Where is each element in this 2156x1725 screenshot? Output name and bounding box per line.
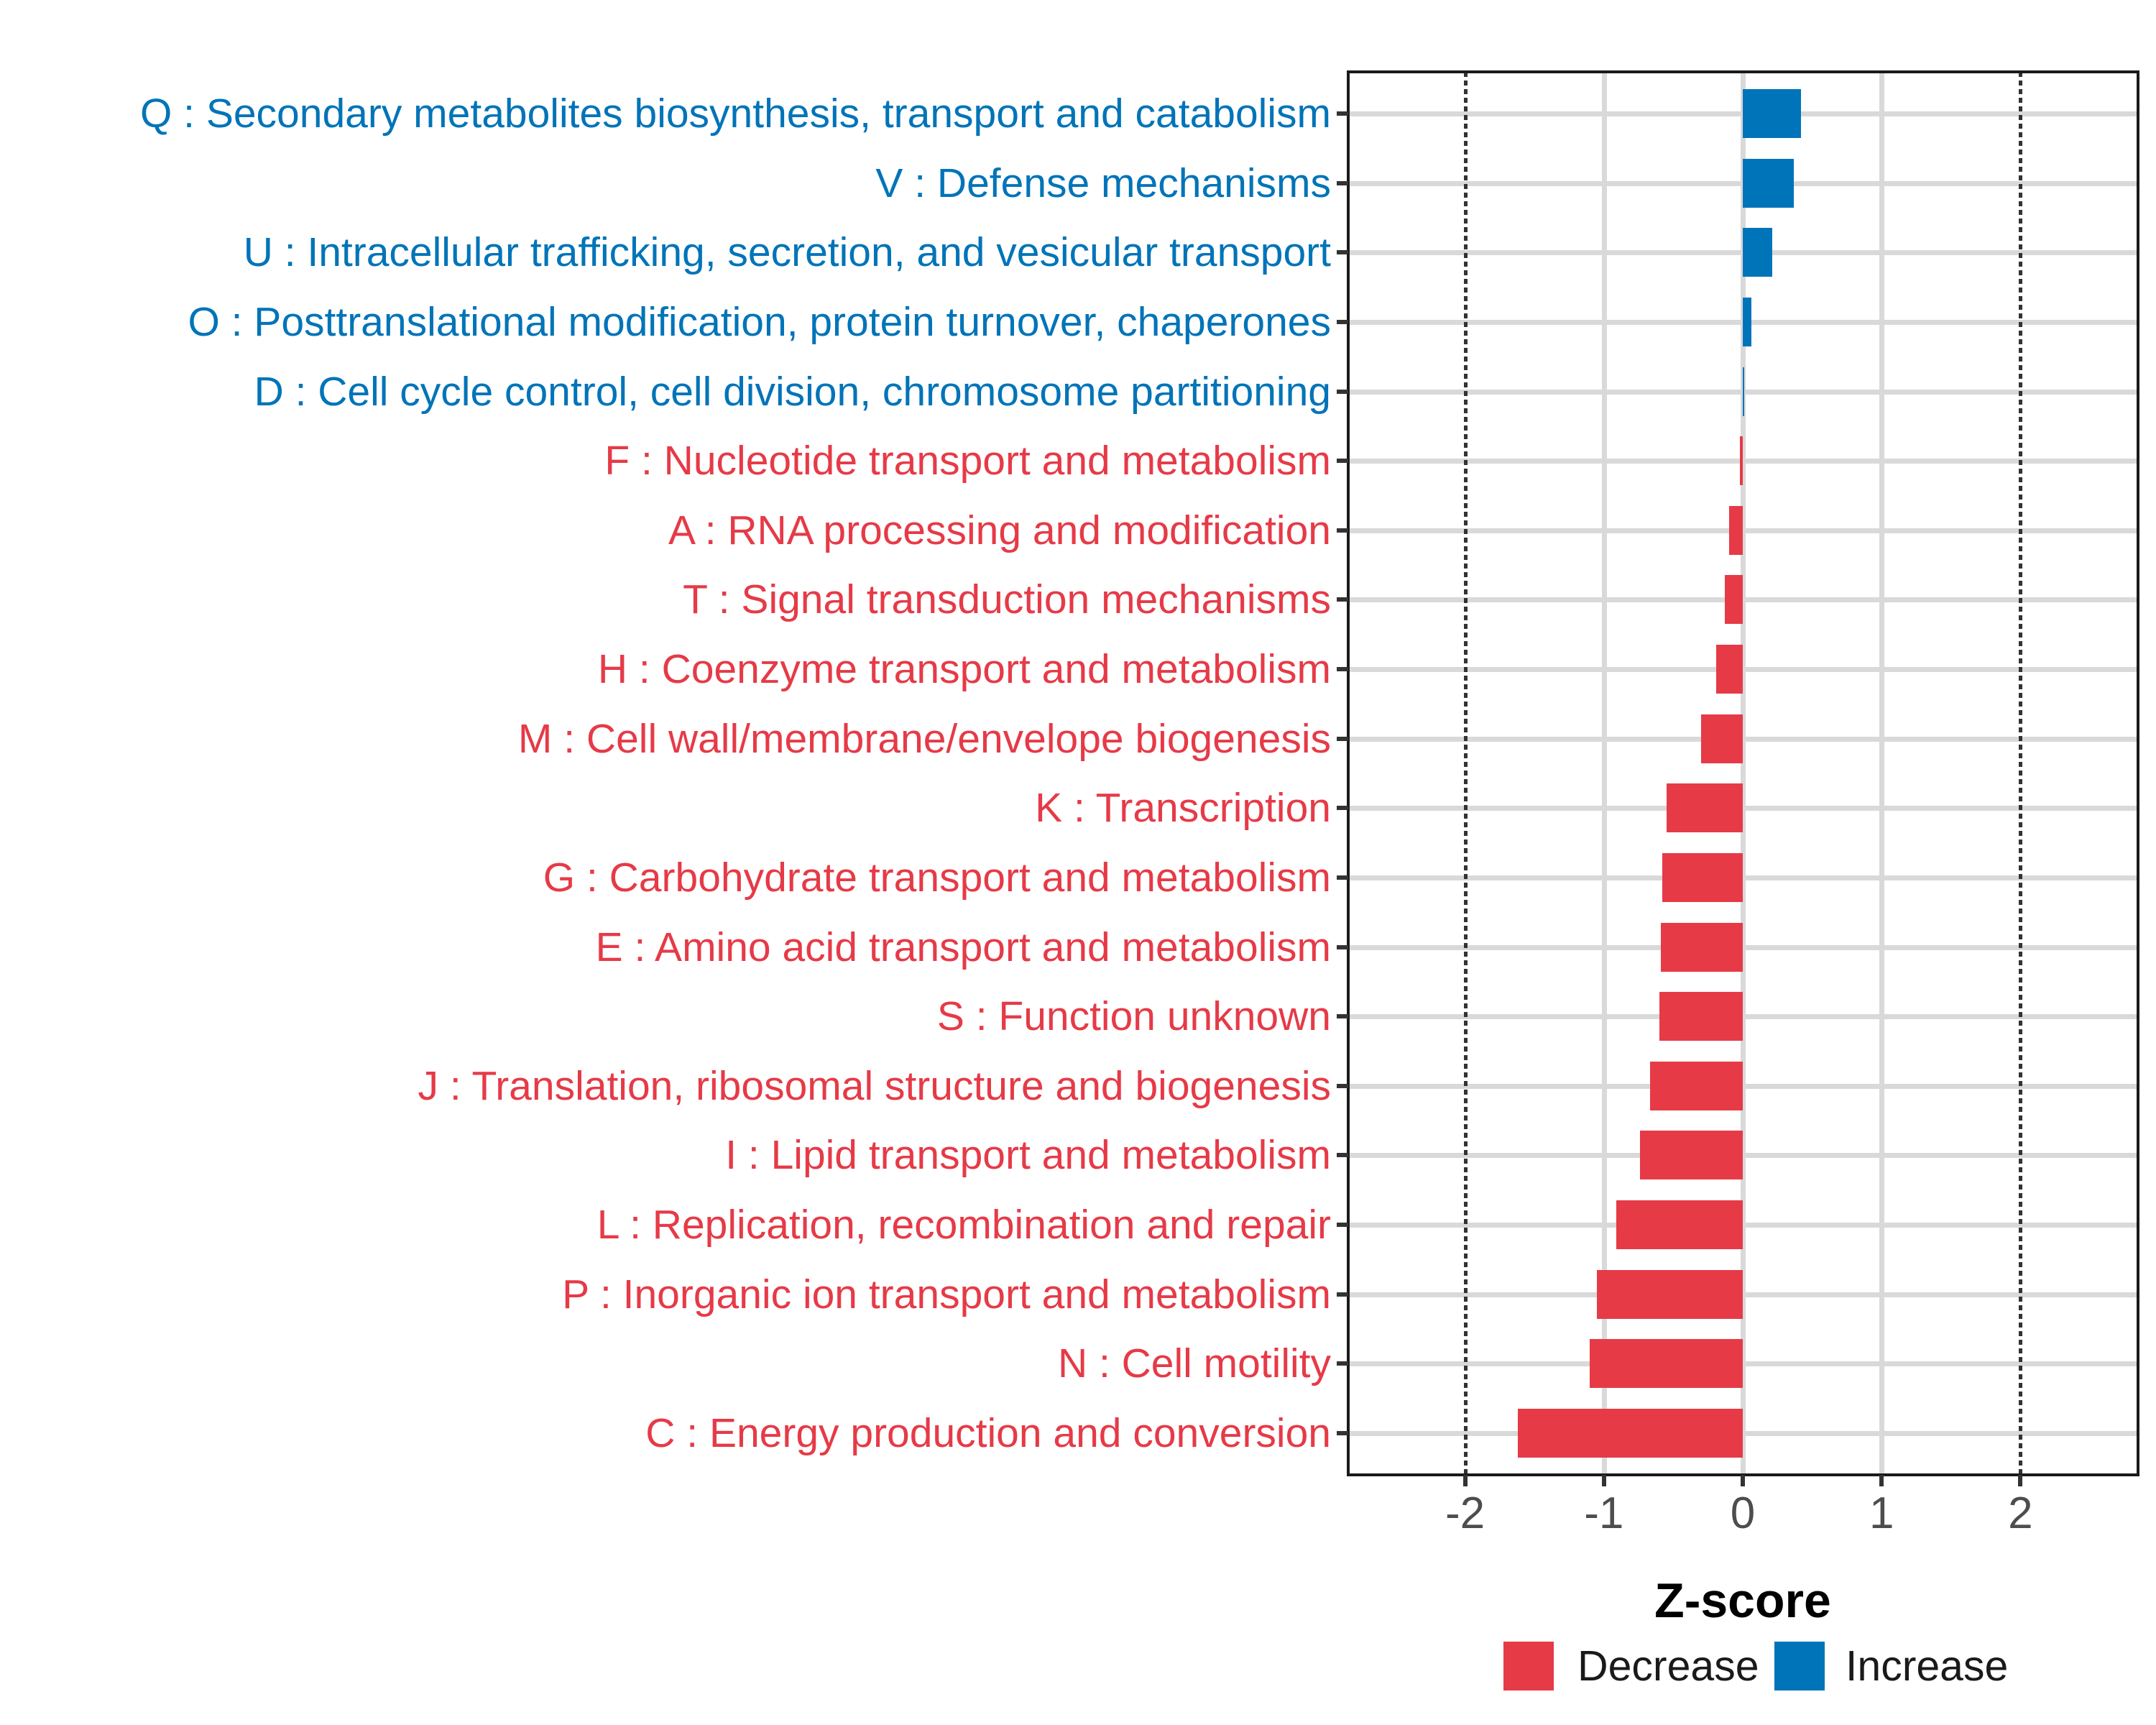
legend-key-decrease-swatch xyxy=(1503,1642,1554,1690)
category-label: P : Inorganic ion transport and metaboli… xyxy=(562,1271,1331,1317)
y-axis-tick xyxy=(1337,1361,1348,1366)
category-label: I : Lipid transport and metabolism xyxy=(725,1132,1331,1179)
bar-I xyxy=(1640,1131,1743,1180)
y-axis-tick xyxy=(1337,180,1348,185)
bar-E xyxy=(1661,922,1743,972)
bar-G xyxy=(1662,852,1743,902)
category-label: T : Signal transduction mechanisms xyxy=(683,576,1331,623)
category-label: H : Coenzyme transport and metabolism xyxy=(597,646,1331,693)
y-axis-tick xyxy=(1337,528,1348,533)
category-label: N : Cell motility xyxy=(1057,1340,1331,1387)
y-axis-tick xyxy=(1337,1430,1348,1435)
gridline-vertical xyxy=(1741,72,1746,1475)
category-label: Q : Secondary metabolites biosynthesis, … xyxy=(139,91,1331,137)
y-axis-tick xyxy=(1337,1014,1348,1019)
x-axis-tick xyxy=(1741,1475,1745,1486)
y-axis-tick xyxy=(1337,319,1348,324)
y-axis-tick xyxy=(1337,875,1348,880)
y-axis-tick xyxy=(1337,597,1348,602)
category-label: M : Cell wall/membrane/envelope biogenes… xyxy=(517,715,1331,762)
category-label: E : Amino acid transport and metabolism xyxy=(595,924,1331,970)
y-axis-tick xyxy=(1337,736,1348,741)
y-axis-tick xyxy=(1337,250,1348,255)
category-label: G : Carbohydrate transport and metabolis… xyxy=(543,854,1331,901)
bar-Q xyxy=(1743,89,1802,138)
y-axis-tick xyxy=(1337,389,1348,394)
category-label: U : Intracellular trafficking, secretion… xyxy=(243,229,1331,276)
bar-H xyxy=(1716,645,1743,694)
bar-P xyxy=(1597,1269,1743,1319)
x-tick-label: -2 xyxy=(1445,1489,1485,1538)
bar-T xyxy=(1724,575,1743,625)
x-tick-label: 1 xyxy=(1869,1489,1894,1538)
category-label: S : Function unknown xyxy=(936,993,1331,1040)
legend-key-increase-swatch xyxy=(1774,1642,1825,1690)
y-axis-tick xyxy=(1337,1083,1348,1088)
y-axis-tick xyxy=(1337,111,1348,116)
legend-label-increase: Increase xyxy=(1846,1642,2009,1690)
category-label: O : Posttranslational modification, prot… xyxy=(188,298,1331,345)
x-axis-tick xyxy=(1462,1475,1468,1486)
y-axis-tick xyxy=(1337,806,1348,811)
y-axis-tick xyxy=(1337,1153,1348,1158)
bar-K xyxy=(1666,783,1743,833)
y-axis-tick xyxy=(1337,459,1348,464)
x-axis-tick xyxy=(1601,1475,1606,1486)
bar-N xyxy=(1590,1339,1743,1389)
category-label: F : Nucleotide transport and metabolism xyxy=(604,438,1331,484)
bar-L xyxy=(1616,1200,1743,1250)
x-tick-label: -1 xyxy=(1584,1489,1624,1538)
bar-C xyxy=(1518,1408,1743,1458)
bar-V xyxy=(1743,158,1795,208)
y-axis-tick xyxy=(1337,667,1348,672)
bar-O xyxy=(1743,297,1751,346)
bar-J xyxy=(1649,1061,1743,1110)
category-label: V : Defense mechanisms xyxy=(875,160,1331,206)
legend-label-decrease: Decrease xyxy=(1577,1642,1759,1690)
category-label: D : Cell cycle control, cell division, c… xyxy=(254,368,1331,415)
gridline-vertical xyxy=(1879,72,1885,1475)
x-axis-title: Z-score xyxy=(1654,1573,1831,1628)
bar-S xyxy=(1659,992,1743,1041)
category-label: A : RNA processing and modification xyxy=(668,507,1331,553)
bar-D xyxy=(1743,367,1744,416)
bar-M xyxy=(1701,714,1743,763)
y-axis-tick xyxy=(1337,1292,1348,1297)
x-tick-label: 2 xyxy=(2008,1489,2033,1538)
bar-U xyxy=(1743,228,1772,277)
category-label: J : Translation, ribosomal structure and… xyxy=(418,1062,1331,1109)
x-axis-tick xyxy=(1879,1475,1884,1486)
x-tick-label: 0 xyxy=(1730,1489,1756,1538)
bar-F xyxy=(1740,436,1743,486)
y-axis-tick xyxy=(1337,1223,1348,1228)
y-axis-tick xyxy=(1337,944,1348,949)
category-label: K : Transcription xyxy=(1035,785,1331,832)
category-label: C : Energy production and conversion xyxy=(645,1409,1331,1456)
gridline-vertical xyxy=(1601,72,1607,1475)
bar-A xyxy=(1728,505,1743,555)
x-axis-tick xyxy=(2018,1475,2023,1486)
category-label: L : Replication, recombination and repai… xyxy=(596,1202,1331,1248)
threshold-line xyxy=(2019,72,2023,1475)
threshold-line xyxy=(1463,72,1468,1475)
